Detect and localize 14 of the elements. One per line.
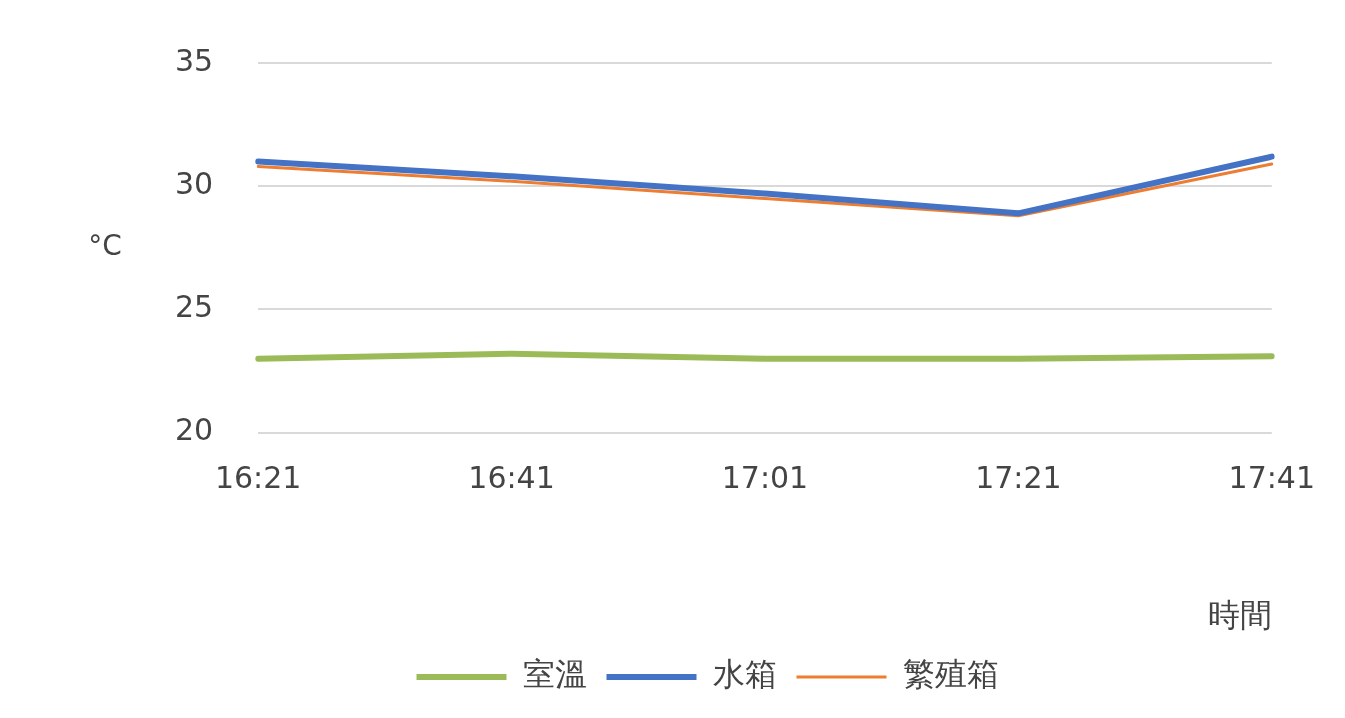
y-tick-label: 25 <box>174 289 214 325</box>
x-tick-label: 17:21 <box>975 460 1062 496</box>
legend-label: 室溫 <box>522 655 587 694</box>
x-tick-label: 16:41 <box>468 460 555 496</box>
y-tick-label: 35 <box>174 42 214 78</box>
x-tick-label: 16:21 <box>214 460 302 496</box>
y-axis-title: °C <box>88 229 122 263</box>
y-tick-label: 30 <box>174 166 214 201</box>
y-tick-label: 20 <box>174 412 214 448</box>
legend-label: 繁殖箱 <box>902 655 999 694</box>
x-axis-title: 時間 <box>1207 596 1272 635</box>
x-tick-label: 17:41 <box>1228 460 1316 496</box>
legend-label: 水箱 <box>712 655 777 694</box>
x-tick-label: 17:01 <box>721 460 809 496</box>
